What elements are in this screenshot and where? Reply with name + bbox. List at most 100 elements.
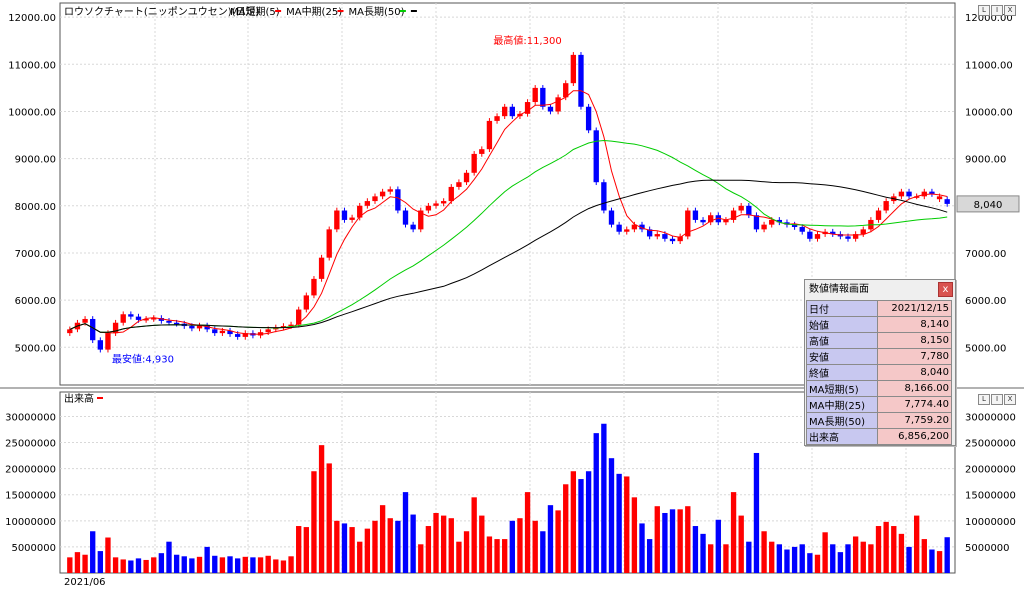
candle-body xyxy=(700,219,706,223)
info-panel-title-bar[interactable]: 数値情報画面 x xyxy=(805,280,955,300)
volume-bar xyxy=(845,544,851,573)
volume-bar xyxy=(364,528,371,573)
volume-bar xyxy=(883,521,889,573)
volume-bar xyxy=(669,509,676,573)
volume-bar xyxy=(677,509,683,573)
candle-body xyxy=(585,106,592,131)
candle-body xyxy=(204,325,210,330)
volume-bar xyxy=(601,423,607,573)
volume-bar xyxy=(822,532,828,573)
candle-body xyxy=(608,210,615,225)
candle-body xyxy=(234,334,241,337)
candle-body xyxy=(410,224,416,230)
candle-body xyxy=(318,257,325,279)
pane-button-l[interactable]: L xyxy=(978,5,990,16)
info-row-label: MA長期(50) xyxy=(806,412,878,429)
volume-bar xyxy=(662,512,668,573)
volume-bar xyxy=(578,479,584,573)
volume-tick-label-left: 25000000 xyxy=(5,439,56,450)
candle-body xyxy=(860,229,866,235)
candle-body xyxy=(807,231,813,239)
volume-bar xyxy=(753,452,760,573)
info-row: MA中期(25) 7,774.40 xyxy=(806,396,952,413)
volume-bar xyxy=(318,445,325,573)
last-price-value: 8,040 xyxy=(974,200,1003,211)
price-tick-label-right: 5000.00 xyxy=(965,343,1006,354)
volume-bar xyxy=(250,557,256,573)
volume-bar xyxy=(379,505,386,573)
candle-body xyxy=(456,182,462,187)
volume-bar xyxy=(540,531,546,573)
candle-body xyxy=(913,196,920,198)
volume-tick-label-right: 5000000 xyxy=(965,543,1010,554)
price-tick-label-left: 10000.00 xyxy=(8,107,56,118)
volume-bar xyxy=(280,560,287,573)
numeric-info-panel[interactable]: 数値情報画面 x 日付 2021/12/15 始値 8,140 高値 8,150 安値 7,7… xyxy=(804,279,956,446)
volume-bar xyxy=(570,471,577,573)
volume-pane-title: 出来高 xyxy=(64,392,94,405)
price-tick-label-left: 12000.00 xyxy=(8,13,56,24)
candle-body xyxy=(387,189,393,192)
candle-body xyxy=(830,231,836,235)
price-tick-label-right: 11000.00 xyxy=(965,60,1013,71)
volume-bar xyxy=(898,533,905,573)
volume-bar xyxy=(265,555,271,573)
x-axis-start-label: 2021/06 xyxy=(64,577,106,588)
price-tick-label-left: 11000.00 xyxy=(8,60,56,71)
candle-body xyxy=(326,229,332,258)
pane-button-x[interactable]: X xyxy=(1004,5,1016,16)
volume-bar xyxy=(616,473,622,573)
candle-body xyxy=(288,324,294,327)
volume-bar xyxy=(685,506,691,573)
candle-body xyxy=(723,219,729,223)
pane-button-i[interactable]: I xyxy=(991,5,1003,16)
volume-bar xyxy=(830,544,836,573)
legend-label: MA中期(25) xyxy=(286,5,342,18)
candle-body xyxy=(357,205,363,218)
volume-bar xyxy=(723,544,729,573)
info-table: 日付 2021/12/15 始値 8,140 高値 8,150 安値 7,780 終値 8,040… xyxy=(806,300,952,445)
info-panel-close-button[interactable]: x xyxy=(938,282,953,297)
volume-tick-label-right: 15000000 xyxy=(965,491,1016,502)
volume-bar xyxy=(646,539,653,573)
candle-body xyxy=(524,102,531,114)
volume-bar xyxy=(189,558,195,573)
candle-body xyxy=(97,340,104,350)
candle-body xyxy=(677,236,683,242)
volume-bar xyxy=(471,497,477,573)
volume-bar xyxy=(456,541,462,573)
volume-bar xyxy=(799,544,805,573)
volume-bar xyxy=(196,556,203,573)
candle-body xyxy=(212,329,218,334)
volume-bar xyxy=(936,551,943,573)
candle-body xyxy=(372,196,378,202)
candle-body xyxy=(418,210,424,230)
volume-bar xyxy=(257,557,264,573)
candle-body xyxy=(341,210,348,220)
candle-body xyxy=(494,116,500,121)
volume-tick-label-left: 20000000 xyxy=(5,465,56,476)
volume-bar xyxy=(730,492,737,573)
candle-body xyxy=(402,210,409,225)
info-row: 出来高 6,856,200 xyxy=(806,428,952,445)
volume-pane-button-i[interactable]: I xyxy=(991,394,1003,405)
candle-body xyxy=(265,329,271,333)
volume-tick-label-right: 30000000 xyxy=(965,412,1016,423)
candle-body xyxy=(845,236,851,239)
info-panel-title: 数値情報画面 xyxy=(809,284,869,295)
ma-long-line xyxy=(69,179,948,333)
candle-body xyxy=(547,106,554,112)
volume-bar xyxy=(555,510,561,573)
volume-pane-button-x[interactable]: X xyxy=(1004,394,1016,405)
candle-body xyxy=(425,205,432,211)
volume-pane-button-l[interactable]: L xyxy=(978,394,990,405)
price-tick-label-right: 7000.00 xyxy=(965,249,1006,260)
candle-body xyxy=(486,120,493,150)
volume-bar xyxy=(929,549,935,573)
info-row-value: 7,774.40 xyxy=(877,396,952,413)
info-row-label: 始値 xyxy=(806,316,878,333)
candle-body xyxy=(761,224,767,230)
info-row-value: 2021/12/15 xyxy=(877,300,952,317)
info-row-label: 出来高 xyxy=(806,428,878,445)
volume-bar xyxy=(425,526,432,573)
